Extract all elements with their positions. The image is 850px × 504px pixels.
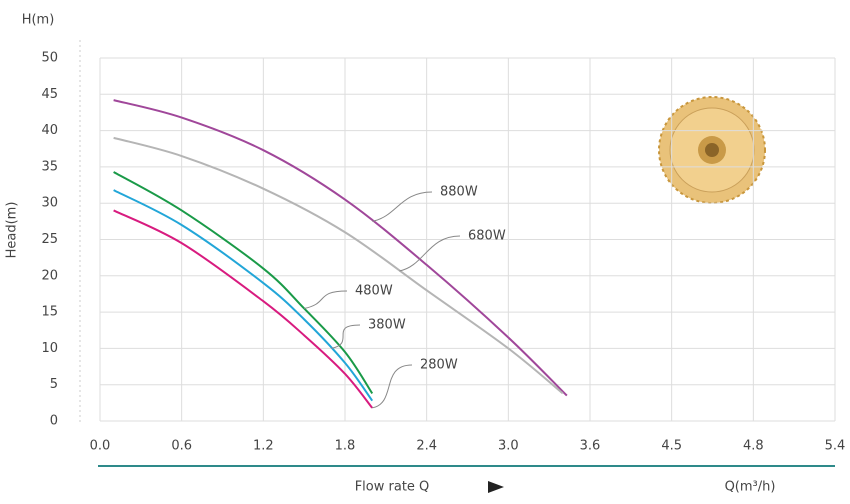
series-label: 280W (420, 358, 458, 373)
x-tick-label: 1.2 (253, 439, 274, 454)
x-tick-label: 1.8 (335, 439, 356, 454)
x-tick-label: 3.0 (498, 439, 519, 454)
callout-line (304, 290, 348, 309)
x-axis-label: Flow rate Q (355, 480, 430, 495)
arrow (488, 481, 504, 493)
x-tick-label: 0.6 (171, 439, 192, 454)
callout-line (372, 364, 413, 409)
y-tick-label: 25 (41, 232, 58, 247)
y-tick-label: 10 (41, 341, 58, 356)
callout-line (399, 235, 461, 272)
callout-line (331, 324, 361, 349)
y-tick-label: 50 (41, 51, 58, 66)
curve (113, 171, 374, 394)
curve (113, 99, 568, 397)
x-tick-label: 2.4 (416, 439, 437, 454)
x-tick-label: 3.6 (580, 439, 601, 454)
y-tick-label: 5 (50, 377, 58, 392)
curve (113, 136, 564, 395)
x-tick-label: 0.0 (90, 439, 111, 454)
y-tick-label: 15 (41, 305, 58, 320)
series-label: 680W (468, 229, 506, 244)
y-axis-label: Head(m) (5, 202, 20, 259)
series-label: 480W (355, 284, 393, 299)
y-tick-label: 30 (41, 196, 58, 211)
series-label: 380W (368, 318, 406, 333)
y-unit-label: H(m) (22, 13, 55, 28)
y-tick-label: 35 (41, 159, 58, 174)
callout-line (372, 191, 433, 222)
y-tick-label: 0 (50, 414, 58, 429)
x-tick-label: 4.5 (661, 439, 682, 454)
curve (113, 209, 374, 409)
curve (113, 189, 374, 402)
y-tick-label: 40 (41, 123, 58, 138)
y-tick-label: 20 (41, 268, 58, 283)
series-label: 880W (440, 185, 478, 200)
x-tick-label: 4.8 (743, 439, 764, 454)
impeller-image (658, 96, 766, 204)
x-unit-label: Q(m³/h) (725, 480, 776, 495)
y-tick-label: 45 (41, 87, 58, 102)
x-tick-label: 5.4 (825, 439, 846, 454)
